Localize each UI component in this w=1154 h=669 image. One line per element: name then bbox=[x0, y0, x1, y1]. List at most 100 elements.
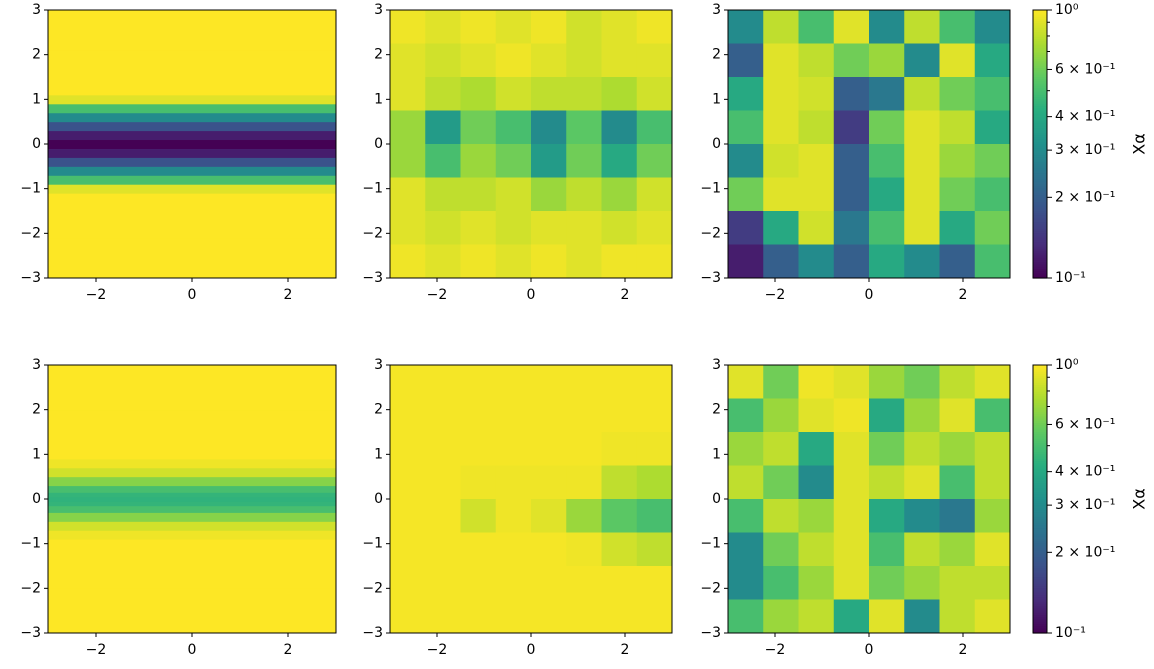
profile-band bbox=[48, 237, 336, 279]
profile-band bbox=[48, 530, 336, 540]
heatmap-cell bbox=[601, 10, 638, 44]
colorbar-segment bbox=[1033, 561, 1047, 565]
heatmap-cell bbox=[460, 398, 497, 433]
heatmap-cell bbox=[798, 532, 835, 567]
heatmap-cell bbox=[636, 144, 673, 178]
heatmap-cell bbox=[798, 43, 835, 78]
colorbar-segment bbox=[1033, 490, 1047, 493]
colorbar-segment bbox=[1033, 255, 1047, 259]
colorbar-tick-label: 4 × 10⁻¹ bbox=[1055, 109, 1115, 125]
heatmap-cell bbox=[974, 365, 1011, 399]
y-tick-label: −1 bbox=[20, 181, 41, 197]
heatmap-cell bbox=[390, 599, 426, 634]
colorbar-segment bbox=[1033, 376, 1047, 379]
colorbar-segment bbox=[1033, 465, 1047, 469]
heatmap-cell bbox=[869, 499, 905, 533]
colorbar-segment bbox=[1033, 18, 1047, 22]
colorbar-segment bbox=[1033, 119, 1047, 123]
colorbar-segment bbox=[1033, 534, 1047, 538]
colorbar-tick-label: 3 × 10⁻¹ bbox=[1055, 497, 1115, 513]
heatmap-cell bbox=[798, 244, 835, 279]
heatmap-cell bbox=[833, 144, 870, 178]
colorbar-segment bbox=[1033, 170, 1047, 174]
colorbar-segment bbox=[1033, 159, 1047, 163]
colorbar-segment bbox=[1033, 240, 1047, 243]
heatmap-cell bbox=[833, 365, 870, 399]
profile-band bbox=[48, 166, 336, 176]
heatmap-cell bbox=[390, 77, 426, 111]
profile-band bbox=[48, 130, 336, 141]
y-tick-label: 1 bbox=[32, 446, 41, 462]
colorbar-segment bbox=[1033, 630, 1047, 634]
heatmap-cell bbox=[798, 566, 835, 600]
colorbar-tick-label: 6 × 10⁻¹ bbox=[1055, 61, 1115, 77]
heatmap-cell bbox=[869, 432, 905, 466]
heatmap-cell bbox=[601, 110, 638, 145]
heatmap-cell bbox=[904, 599, 940, 634]
colorbar-segment bbox=[1033, 114, 1047, 118]
heatmap-cell bbox=[833, 10, 870, 44]
colorbar-segment bbox=[1033, 499, 1047, 502]
colorbar-segment bbox=[1033, 445, 1047, 449]
x-tick-label: 2 bbox=[621, 287, 630, 303]
colorbar-segment bbox=[1033, 157, 1047, 161]
y-tick-label: 0 bbox=[32, 136, 41, 152]
colorbar-tick-label: 10⁰ bbox=[1055, 357, 1079, 373]
heatmap-cell bbox=[763, 599, 799, 634]
colorbar-segment bbox=[1033, 434, 1047, 438]
heatmap-cell bbox=[833, 499, 870, 533]
panel bbox=[728, 365, 1011, 634]
heatmap-cell bbox=[636, 465, 673, 500]
colorbar-segment bbox=[1033, 463, 1047, 467]
y-tick-label: 1 bbox=[374, 91, 383, 107]
colorbar-segment bbox=[1033, 10, 1047, 13]
profile-band bbox=[48, 539, 336, 589]
colorbar-segment bbox=[1033, 195, 1047, 199]
heatmap-cell bbox=[974, 77, 1011, 111]
y-tick-label: 1 bbox=[32, 91, 41, 107]
colorbar-segment bbox=[1033, 148, 1047, 152]
y-tick-label: 3 bbox=[32, 357, 41, 373]
colorbar-segment bbox=[1033, 485, 1047, 489]
heatmap-cell bbox=[833, 532, 870, 567]
profile-band bbox=[48, 588, 336, 634]
heatmap-cell bbox=[763, 566, 799, 600]
heatmap-cell bbox=[495, 499, 532, 533]
heatmap-cell bbox=[763, 144, 799, 178]
y-tick-label: −1 bbox=[362, 181, 383, 197]
colorbar-segment bbox=[1033, 175, 1047, 179]
colorbar-segment bbox=[1033, 568, 1047, 572]
heatmap-cell bbox=[833, 43, 870, 78]
colorbar-segment bbox=[1033, 402, 1047, 406]
heatmap-cell bbox=[531, 10, 567, 44]
heatmap-cell bbox=[728, 43, 764, 78]
colorbar-segment bbox=[1033, 494, 1047, 498]
y-tick-label: −2 bbox=[20, 580, 41, 596]
heatmap-cell bbox=[425, 144, 461, 178]
heatmap-cell bbox=[636, 398, 673, 433]
colorbar-segment bbox=[1033, 574, 1047, 578]
colorbar-tick-label: 4 × 10⁻¹ bbox=[1055, 464, 1115, 480]
colorbar-segment bbox=[1033, 269, 1047, 272]
colorbar-segment bbox=[1033, 483, 1047, 487]
colorbar-segment bbox=[1033, 275, 1047, 279]
colorbar-segment bbox=[1033, 456, 1047, 460]
y-tick-label: −3 bbox=[20, 625, 41, 641]
heatmap-cell bbox=[728, 599, 764, 634]
heatmap-cell bbox=[601, 211, 638, 245]
colorbar-segment bbox=[1033, 588, 1047, 592]
colorbar-segment bbox=[1033, 23, 1047, 27]
heatmap-cell bbox=[974, 110, 1011, 145]
colorbar-segment bbox=[1033, 52, 1047, 56]
colorbar-segment bbox=[1033, 557, 1047, 560]
colorbar-segment bbox=[1033, 476, 1047, 480]
heatmap-cell bbox=[974, 43, 1011, 78]
heatmap-cell bbox=[798, 432, 835, 466]
heatmap-cell bbox=[390, 10, 426, 44]
heatmap-cell bbox=[869, 43, 905, 78]
heatmap-cell bbox=[939, 532, 976, 567]
colorbar-label: Xα bbox=[1130, 133, 1149, 155]
heatmap-cell bbox=[495, 566, 532, 600]
panel bbox=[390, 365, 673, 634]
heatmap-cell bbox=[531, 398, 567, 433]
